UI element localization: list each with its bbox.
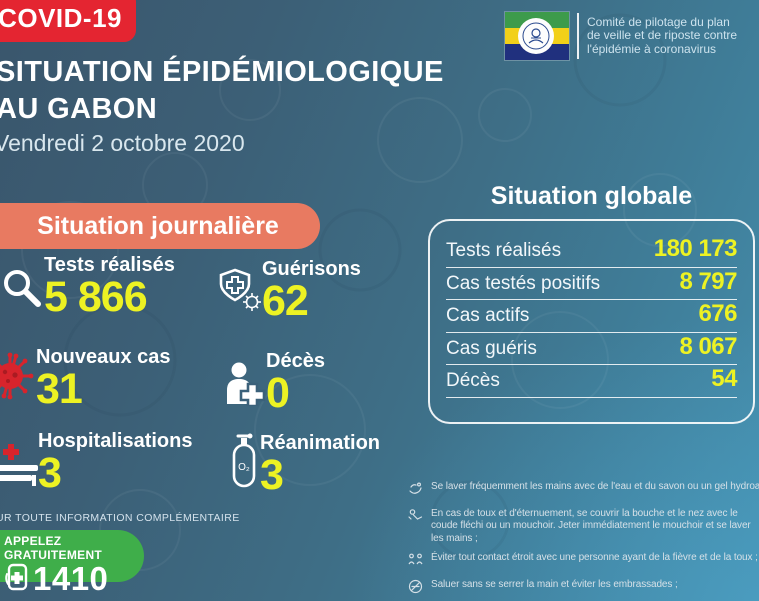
gabon-flag-icon xyxy=(505,12,569,60)
stat-tests: Tests réalisés 5 866 xyxy=(0,254,175,318)
global-situation-title: Situation globale xyxy=(490,182,693,210)
global-row-gueris: Cas guéris 8 067 xyxy=(446,332,737,365)
guideline-text: Se laver fréquemment les mains avec de l… xyxy=(431,481,759,492)
stat-hospitalisations: Hospitalisations 3 xyxy=(0,430,192,494)
hospital-bed-icon xyxy=(0,436,38,491)
stat-label: Décès xyxy=(266,350,325,372)
org-name-line3: l'épidémie à coronavirus xyxy=(587,41,717,56)
stat-value: 31 xyxy=(36,365,83,413)
hotline-number: 1410 xyxy=(33,560,109,597)
daily-situation-title: Situation journalière xyxy=(37,211,279,240)
stat-guerisons: Guérisons 62 xyxy=(216,258,361,322)
stat-label: Hospitalisations xyxy=(38,430,193,452)
hotline-pill: APPELEZ GRATUITEMENT 1410 xyxy=(0,530,144,597)
global-row-value: 676 xyxy=(698,300,737,327)
guideline-text: En cas de toux et d'éternuement, se couv… xyxy=(431,507,751,544)
report-date: Vendredi 2 octobre 2020 xyxy=(0,130,245,156)
global-row-value: 8 797 xyxy=(679,267,737,295)
hotline-call-label: APPELEZ GRATUITEMENT xyxy=(4,534,103,562)
global-row-value: 8 067 xyxy=(679,332,737,360)
global-row-actifs: Cas actifs 676 xyxy=(446,300,737,333)
wash-hands-icon xyxy=(408,481,425,501)
org-name-line2: de veille et de riposte contre xyxy=(587,28,738,43)
guideline-item: Saluer sans se serrer la main et éviter … xyxy=(408,579,759,599)
global-row-label: Cas testés positifs xyxy=(446,272,601,294)
virus-icon xyxy=(0,350,36,407)
stat-value: 3 xyxy=(260,451,284,500)
global-row-label: Tests réalisés xyxy=(446,240,562,261)
stat-value: 62 xyxy=(262,277,309,325)
stat-value: 5 866 xyxy=(44,273,148,321)
stat-label: Guérisons xyxy=(262,258,361,280)
global-row-value: 54 xyxy=(711,365,737,392)
guideline-item: En cas de toux et d'éternuement, se couv… xyxy=(408,508,759,546)
stat-value: 0 xyxy=(266,369,290,417)
covid19-badge-label: COVID-19 xyxy=(0,3,122,33)
org-divider xyxy=(577,13,579,59)
org-name: Comité de pilotage du plan de veille et … xyxy=(587,14,738,57)
no-handshake-icon xyxy=(408,579,425,599)
global-row-tests: Tests réalisés 180 173 xyxy=(446,235,738,268)
sneeze-elbow-icon xyxy=(408,508,425,528)
global-row-value: 180 173 xyxy=(653,235,738,262)
phone-cross-icon xyxy=(4,562,30,597)
daily-situation-badge: Situation journalière xyxy=(0,203,320,249)
global-row-label: Décès xyxy=(446,370,500,391)
global-row-label: Cas actifs xyxy=(446,305,530,326)
magnifier-icon xyxy=(0,264,44,315)
global-row-deces: Décès 54 xyxy=(446,365,737,398)
org-name-line1: Comité de pilotage du plan xyxy=(587,14,730,29)
guideline-text: Saluer sans se serrer la main et éviter … xyxy=(431,578,678,590)
page-title-line1: SITUATION ÉPIDÉMIOLOGIQUE xyxy=(0,56,444,88)
guideline-item: Éviter tout contact étroit avec une pers… xyxy=(408,552,759,572)
person-cross-icon xyxy=(224,360,266,411)
org-header: Comité de pilotage du plan de veille et … xyxy=(505,12,737,60)
stat-label: Tests réalisés xyxy=(44,254,175,276)
svg-text:O₂: O₂ xyxy=(238,462,250,473)
stat-label: Nouveaux cas xyxy=(36,346,171,368)
guideline-item: Se laver fréquemment les mains avec de l… xyxy=(408,481,759,501)
global-row-label: Cas guéris xyxy=(446,337,537,359)
stat-value: 3 xyxy=(38,449,62,497)
page-title-line2: AU GABON xyxy=(0,93,158,125)
global-row-positifs: Cas testés positifs 8 797 xyxy=(446,267,737,300)
stat-label: Réanimation xyxy=(260,432,381,455)
guidelines-list: Se laver fréquemment les mains avec de l… xyxy=(408,481,759,601)
oxygen-tank-icon: O₂ xyxy=(230,432,260,493)
global-situation-panel: Tests réalisés 180 173 Cas testés positi… xyxy=(428,219,755,424)
covid19-badge: COVID-19 xyxy=(0,0,136,42)
gabon-seal-icon xyxy=(518,18,554,54)
stat-deces: Décès 0 xyxy=(224,350,325,414)
stat-reanimation: O₂ Réanimation 3 xyxy=(230,432,381,500)
hotline-info-text: POUR TOUTE INFORMATION COMPLÉMENTAIRE xyxy=(0,512,240,524)
avoid-contact-icon xyxy=(408,552,425,572)
guideline-text: Éviter tout contact étroit avec une pers… xyxy=(431,552,758,563)
shield-cross-icon xyxy=(216,264,262,319)
stat-nouveaux-cas: Nouveaux cas 31 xyxy=(0,346,171,410)
